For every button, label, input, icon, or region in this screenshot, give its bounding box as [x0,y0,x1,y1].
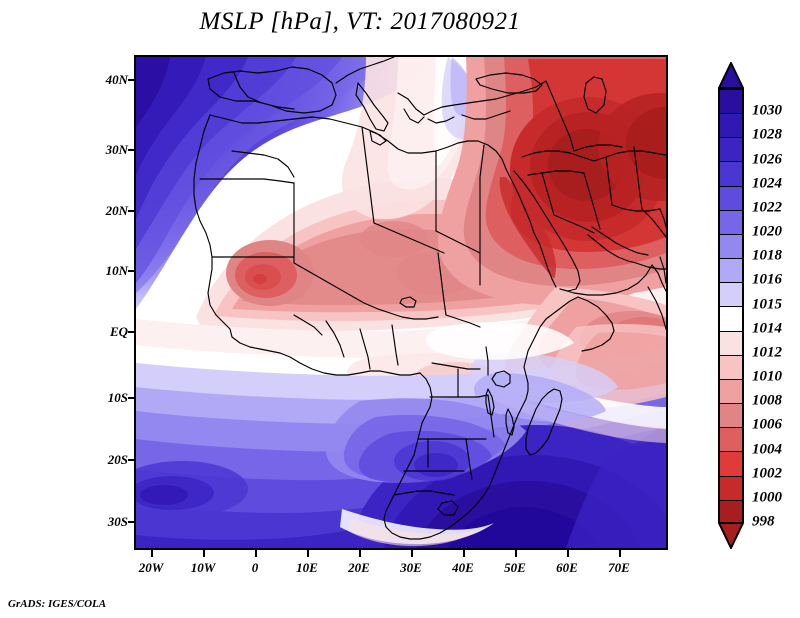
ytick-20S [128,459,135,461]
colorbar-band-1016 [720,259,742,284]
colorbar-label-1000: 1000 [752,489,782,506]
colorbar-bands [718,88,744,525]
ytick-20N [128,210,135,212]
xtick-10E [307,550,309,557]
source-credit: GrADS: IGES/COLA [8,598,107,610]
colorbar-label-1006: 1006 [752,416,782,433]
xtick-60E [567,550,569,557]
colorbar-band-1010 [720,355,742,380]
ylabel-20N: 20N [105,203,128,218]
colorbar-label-1014: 1014 [752,320,782,337]
colorbar-label-1008: 1008 [752,392,782,409]
colorbar-band-1020 [720,210,742,235]
colorbar-band-1024 [720,162,742,187]
colorbar-max-arrow [718,62,744,89]
xlabel-20W: 20W [138,560,164,575]
colorbar-band-1002 [720,452,742,477]
xtick-10W [203,550,205,557]
colorbar-label-1002: 1002 [752,465,782,482]
ylabel-40N: 40N [105,72,128,87]
colorbar-band-1030 [720,90,742,115]
mslp-contour-map [136,57,666,548]
colorbar-label-1012: 1012 [752,344,782,361]
colorbar-label-1026: 1026 [752,151,782,167]
pressure-field [136,57,666,548]
colorbar-label-1020: 1020 [752,223,782,240]
page-title: MSLP [hPa], VT: 2017080921 [199,8,521,35]
xlabel-60E: 60E [556,560,578,575]
colorbar-label-1015: 1015 [752,296,782,312]
xtick-40E [463,550,465,557]
ytick-30N [128,149,135,151]
colorbar-band-1014 [720,307,742,332]
xlabel-20E: 20E [348,560,370,575]
colorbar-band-1012 [720,331,742,356]
xlabel-10E: 10E [296,560,318,575]
colorbar-label-1024: 1024 [752,175,782,192]
ytick-10N [128,270,135,272]
ylabel-20S: 20S [107,452,128,467]
xtick-30E [411,550,413,557]
colorbar-band-1015 [720,283,742,308]
xlabel-70E: 70E [608,560,630,575]
colorbar-band-998 [720,500,742,525]
ylabel-30N: 30N [105,142,128,157]
xtick-70E [619,550,621,557]
colorbar-band-1004 [720,428,742,453]
colorbar-label-1004: 1004 [752,441,782,457]
ytick-40N [128,79,135,81]
colorbar-band-1000 [720,476,742,501]
colorbar-band-1022 [720,186,742,211]
ytick-10S [128,397,135,399]
colorbar-band-1006 [720,404,742,429]
coastline-overlay [193,57,666,540]
ylabel-30S: 30S [107,514,128,529]
xlabel-40E: 40E [452,560,474,575]
xtick-20E [359,550,361,557]
colorbar-band-1028 [720,114,742,139]
colorbar-band-1018 [720,234,742,260]
colorbar-band-1008 [720,379,742,405]
colorbar-label-1018: 1018 [752,247,782,264]
xlabel-10W: 10W [190,560,216,575]
xlabel-50E: 50E [504,560,526,575]
colorbar [718,62,744,549]
xtick-0 [255,550,257,557]
colorbar-label-1010: 1010 [752,368,782,385]
colorbar-label-1028: 1028 [752,126,782,143]
xtick-20W [151,550,153,557]
xlabel-30E: 30E [400,560,422,575]
colorbar-band-1026 [720,138,742,163]
colorbar-label-998: 998 [752,513,775,530]
ylabel-EQ: EQ [109,324,128,339]
xlabel-0: 0 [251,560,259,575]
colorbar-label-1022: 1022 [752,199,782,216]
colorbar-label-1016: 1016 [752,271,782,288]
colorbar-label-1030: 1030 [752,102,782,119]
xtick-50E [515,550,517,557]
map-plot-area [134,55,668,550]
ytick-EQ [128,331,135,333]
colorbar-min-arrow [718,522,744,549]
ytick-30S [128,521,135,523]
ylabel-10S: 10S [107,390,128,405]
ylabel-10N: 10N [105,263,128,278]
